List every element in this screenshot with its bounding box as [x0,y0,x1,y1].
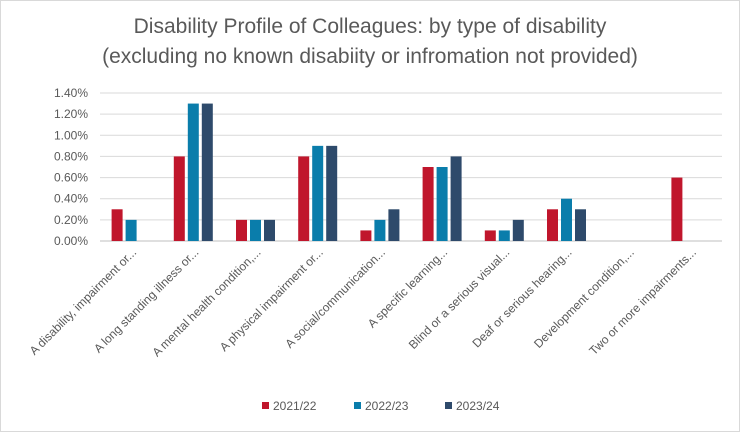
bar-2023-24-5 [388,209,400,241]
x-category-label: A long standing illness or... [91,245,201,355]
y-tick-label: 0.20% [54,213,88,227]
bar-2021-22-10 [671,177,683,241]
x-axis-labels: A disability, impairment or...A long sta… [27,245,699,359]
legend-swatch [445,402,452,409]
x-category-label: A mental health condition,... [149,245,263,359]
bar-2023-24-7 [512,219,524,241]
bar-2021-22-7 [484,230,496,241]
x-category-label: Two or more impairments... [586,245,699,358]
x-category-label: Deaf or serious hearing... [469,245,574,350]
x-category-label: A physical impairment or... [217,245,326,354]
bar-2021-22-1 [111,209,123,241]
legend-label: 2022/23 [365,399,409,413]
y-tick-label: 0.80% [54,149,88,163]
y-tick-label: 0.40% [54,192,88,206]
bar-2022-23-1 [125,219,137,241]
bar-2022-23-8 [561,198,572,241]
legend: 2021/22 2022/23 2023/24 [262,399,500,413]
bar-2021-22-3 [236,219,247,241]
y-tick-label: 0.00% [54,234,88,248]
bar-2023-24-6 [450,156,462,241]
x-category-label: A disability, impairment or... [27,245,140,358]
y-tick-label: 1.20% [54,107,88,121]
x-category-label: Blind or a serious visual... [406,245,513,352]
bar-2022-23-6 [436,167,448,241]
bar-2022-23-4 [312,145,324,241]
x-category-label: Development condition,... [531,245,637,351]
bars [111,103,683,241]
bar-2021-22-8 [547,209,558,241]
bar-2021-22-2 [173,156,185,241]
bar-2021-22-4 [298,156,310,241]
bar-2022-23-2 [187,103,199,241]
y-axis-ticks: 0.00% 0.20% 0.40% 0.60% 0.80% 1.00% 1.20% 1.40% [54,86,88,248]
x-category-label: A social/communication... [282,245,388,351]
legend-label: 2023/24 [456,399,500,413]
legend-label: 2021/22 [273,399,317,413]
bar-2022-23-3 [250,219,261,241]
y-tick-label: 1.00% [54,128,88,142]
y-tick-label: 1.40% [54,86,88,100]
bar-2023-24-8 [575,209,586,241]
chart-title-line2: (excluding no known disabiity or infroma… [102,45,638,68]
legend-swatch [354,402,361,409]
legend-swatch [262,402,269,409]
chart-title: Disability Profile of Colleagues: by typ… [0,12,740,72]
bar-2022-23-5 [374,219,386,241]
bar-2021-22-6 [422,167,434,241]
bar-2023-24-2 [201,103,213,241]
bar-2023-24-4 [326,145,338,241]
bar-2022-23-7 [498,230,510,241]
chart-title-line1: Disability Profile of Colleagues: by typ… [133,15,607,38]
y-tick-label: 0.60% [54,171,88,185]
bar-2023-24-3 [264,219,275,241]
bar-2021-22-5 [360,230,372,241]
